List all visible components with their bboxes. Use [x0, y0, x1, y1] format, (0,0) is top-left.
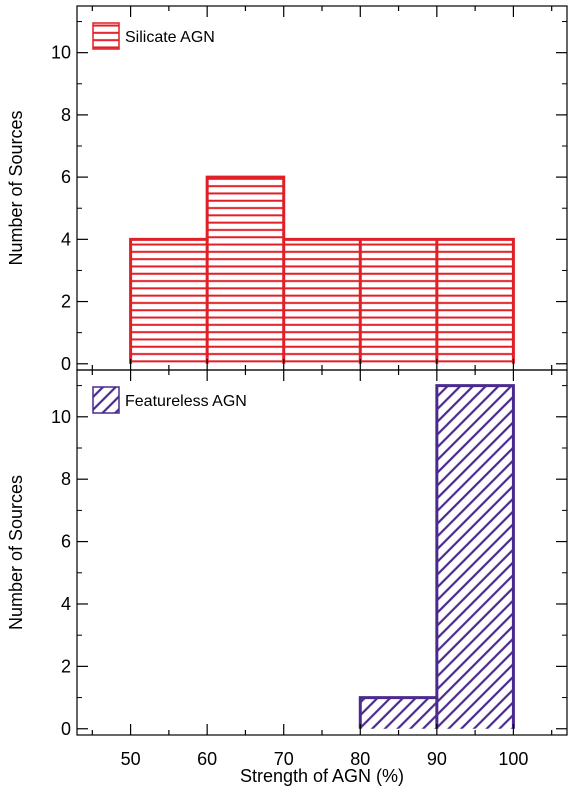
featureless-agn-bar [436, 385, 514, 729]
featureless-agn-y-axis: 0 2 4 6 8 10 [51, 385, 567, 739]
x-axis-label: Strength of AGN (%) [240, 766, 404, 786]
y-tick-label: 8 [61, 469, 71, 489]
y-tick-label: 10 [51, 407, 71, 427]
silicate-agn-y-axis: 0 2 4 6 8 10 [51, 21, 567, 374]
featureless-agn-bar [360, 697, 437, 729]
silicate-agn-bar [360, 239, 437, 364]
featureless-agn-y-axis-label: Number of Sources [6, 475, 26, 630]
y-tick-label: 6 [61, 167, 71, 187]
x-tick-label: 90 [427, 749, 447, 769]
silicate-agn-legend: Silicate AGN [92, 22, 215, 50]
silicate-agn-bar [207, 177, 284, 364]
y-tick-label: 2 [61, 292, 71, 312]
y-tick-label: 4 [61, 594, 71, 614]
x-tick-label: 80 [350, 749, 370, 769]
y-tick-label: 8 [61, 105, 71, 125]
silicate-agn-bar [436, 239, 514, 364]
silicate-agn-y-axis-label: Number of Sources [6, 110, 26, 265]
y-tick-label: 6 [61, 532, 71, 552]
y-tick-label: 0 [61, 719, 71, 739]
silicate-agn-histogram-outline [129, 175, 515, 364]
y-tick-label: 0 [61, 354, 71, 374]
silicate-agn-legend-label: Silicate AGN [125, 29, 215, 46]
silicate-agn-panel: 0 2 4 6 8 10 Silicate AGN Number of Sources [6, 5, 568, 374]
silicate-agn-x-ticks [91, 6, 553, 370]
featureless-agn-bars [358, 384, 515, 729]
silicate-agn-bar [130, 239, 208, 364]
featureless-agn-legend: Featureless AGN [92, 386, 247, 414]
featureless-agn-histogram-outline [358, 384, 515, 729]
y-tick-label: 10 [51, 43, 71, 63]
featureless-agn-legend-swatch [92, 386, 120, 414]
x-tick-label: 100 [498, 749, 528, 769]
featureless-agn-x-axis: 50 60 70 80 90 100 [91, 370, 553, 769]
featureless-agn-plot-frame [76, 369, 568, 736]
y-tick-label: 2 [61, 656, 71, 676]
y-tick-label: 4 [61, 229, 71, 249]
silicate-agn-bar [283, 239, 361, 364]
x-tick-label: 60 [197, 749, 217, 769]
silicate-agn-legend-swatch [92, 22, 120, 50]
x-tick-label: 50 [121, 749, 141, 769]
silicate-agn-bars [129, 175, 515, 364]
featureless-agn-legend-label: Featureless AGN [125, 393, 247, 410]
x-tick-label: 70 [274, 749, 294, 769]
featureless-agn-panel: 0 2 4 6 8 10 50 60 70 80 90 100 Featureless AGN Nu… [6, 369, 568, 769]
